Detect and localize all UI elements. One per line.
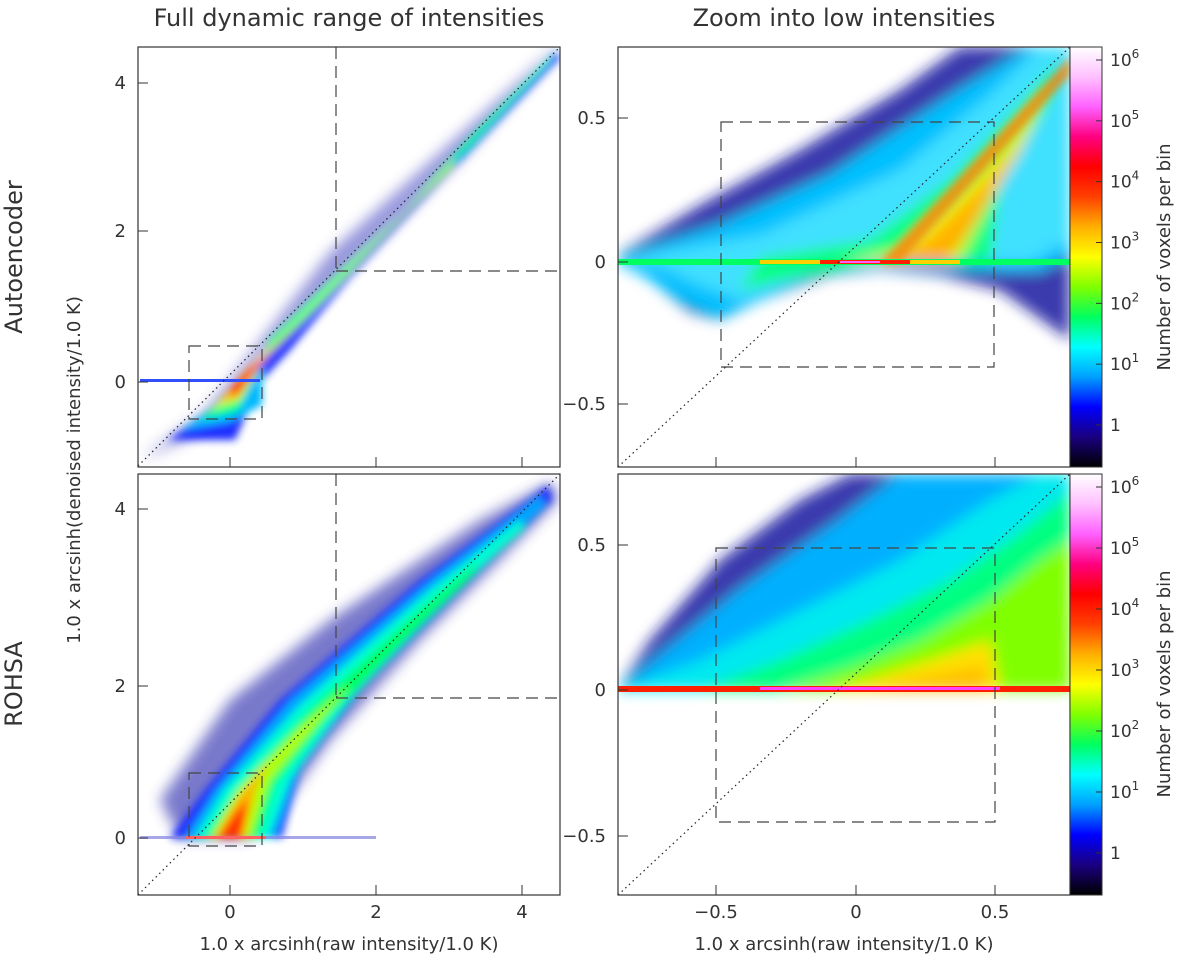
ytick-label: 0.5 [577,108,606,129]
colorbar-autoencoder: 106 105 104 103 102 101 1 Number of voxels per… [1069,46,1175,468]
colorbar-tick-label: 106 [1110,47,1139,71]
density-autoencoder-zoom [618,47,1070,340]
panel-autoencoder-full: 0 2 4 [115,46,561,468]
zoom-box [720,121,995,368]
colorbar-ticks: 106 105 104 103 102 101 1 [1096,47,1139,436]
identity-line [137,46,561,467]
x-axis-label-left: 1.0 x arcsinh(raw intensity/1.0 K) [199,934,498,955]
xtick-label: −0.5 [694,902,738,923]
colorbar-tick-label: 101 [1110,779,1139,803]
colorbar-tick-label: 105 [1110,535,1139,559]
colorbar-gradient [1069,473,1103,896]
colorbar-tick-label: 101 [1110,351,1139,375]
panel-autoencoder-zoom: 0.5 0 −0.5 [562,46,1071,468]
colorbar-tick-label: 106 [1110,474,1139,498]
colorbar-tick-label: 105 [1110,108,1139,132]
density-rohsa-zoom [618,474,1070,692]
zoom-box [188,345,263,420]
colorbar-tick-label: 102 [1110,290,1139,314]
y-axis-label: 1.0 x arcsinh(denoised intensity/1.0 K) [64,296,85,644]
colorbar-rohsa: 106 105 104 103 102 101 1 Number of voxels per… [1069,473,1175,896]
col-title-zoom: Zoom into low intensities [693,4,996,32]
density-autoencoder-full [140,47,560,460]
axes-frame [137,46,561,468]
ytick-label: 4 [115,499,126,520]
ytick-label: 2 [115,221,126,242]
ytick-label: −0.5 [562,826,606,847]
colorbar-tick-label: 104 [1110,596,1139,620]
ytick-label: 2 [115,676,126,697]
ytick-label: −0.5 [562,394,606,415]
ytick-label: 0 [115,372,126,393]
zoom-box [188,772,263,847]
ytick-label: 4 [115,73,126,94]
row-label-rohsa: ROHSA [0,641,28,727]
colorbar-label: Number of voxels per bin [1154,144,1175,371]
xtick-label: 0.5 [981,902,1010,923]
colorbar-tick-label: 102 [1110,718,1139,742]
colorbar-tick-label: 1 [1110,844,1121,864]
colorbar-gradient [1069,46,1103,468]
axes-frame [137,473,561,896]
xtick-label: 2 [370,902,381,923]
colorbar-tick-label: 1 [1110,416,1121,436]
zoom-box [715,547,996,823]
x-axis-label-right: 1.0 x arcsinh(raw intensity/1.0 K) [694,934,993,955]
ytick-label: 0 [115,828,126,849]
row-label-autoencoder: Autoencoder [0,180,28,334]
ytick-label: 0 [595,252,606,273]
colorbar-tick-label: 103 [1110,230,1139,254]
xtick-label: 0 [850,902,861,923]
density-rohsa-full [140,482,558,839]
panel-rohsa-full: 0 2 4 0 2 4 [115,473,561,923]
colorbar-tick-label: 103 [1110,657,1139,681]
ytick-label: 0 [595,680,606,701]
xtick-label: 4 [516,902,527,923]
colorbar-ticks: 106 105 104 103 102 101 1 [1096,474,1139,864]
col-title-full-range: Full dynamic range of intensities [154,4,545,32]
colorbar-tick-label: 104 [1110,169,1139,193]
panel-rohsa-zoom: 0.5 0 −0.5 −0.5 0 0.5 [562,473,1071,923]
ytick-label: 0.5 [577,535,606,556]
xtick-label: 0 [224,902,235,923]
colorbar-label: Number of voxels per bin [1154,571,1175,798]
